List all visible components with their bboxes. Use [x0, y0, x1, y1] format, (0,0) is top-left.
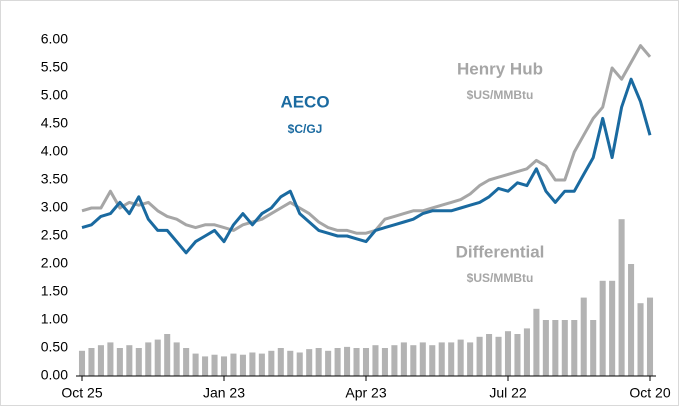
y-tick-label: 2.50 [41, 227, 68, 243]
bar [448, 342, 455, 376]
bar [504, 331, 512, 376]
bar [438, 342, 445, 376]
x-tick-label: Apr 23 [345, 385, 386, 401]
bar [353, 348, 360, 376]
y-tick-label: 1.00 [41, 311, 68, 327]
bar [372, 345, 379, 376]
bar [523, 328, 530, 376]
y-tick-label: 2.00 [41, 255, 68, 271]
bar [514, 334, 521, 376]
bar [618, 219, 625, 376]
bar [609, 280, 616, 376]
y-tick-label: 0.50 [41, 339, 68, 355]
bar [135, 348, 142, 376]
aeco-unit: $C/GJ [288, 122, 323, 136]
y-tick-label: 5.00 [41, 87, 68, 103]
bar [145, 342, 152, 376]
bar [164, 334, 171, 376]
bar [400, 342, 407, 376]
bar [220, 356, 228, 376]
bar [533, 308, 540, 376]
bar [580, 297, 587, 376]
bar [637, 303, 644, 376]
bar [599, 280, 606, 376]
y-tick-label: 5.50 [41, 59, 68, 75]
henry-hub-unit: $US/MMBtu [467, 88, 534, 102]
line [81, 77, 652, 255]
x-tick-label: Jan 23 [203, 385, 245, 401]
bar [78, 350, 86, 376]
differential-unit: $US/MMBtu [467, 271, 534, 285]
bar [590, 320, 597, 376]
bar [334, 348, 341, 376]
bar [628, 264, 635, 376]
bar [381, 348, 388, 376]
line [81, 44, 652, 235]
aeco-label: AECO [280, 92, 329, 111]
bar [362, 348, 370, 376]
bar [192, 353, 199, 376]
bar [495, 336, 502, 376]
henry-hub-label: Henry Hub [457, 59, 543, 78]
y-tick-label: 0.00 [41, 367, 68, 383]
bar [486, 334, 493, 376]
x-tick-label: Jul 22 [489, 385, 527, 401]
bar [258, 353, 265, 376]
y-tick-label: 4.50 [41, 115, 68, 131]
bar [457, 339, 464, 376]
bar [202, 356, 209, 376]
bar [277, 348, 284, 376]
bar [296, 352, 303, 376]
bar [646, 297, 654, 376]
differential-label: Differential [456, 242, 545, 261]
y-tick-label: 1.50 [41, 283, 68, 299]
bar [287, 350, 294, 376]
bar [97, 345, 104, 376]
bar [183, 348, 190, 376]
bar [552, 320, 559, 376]
bar [315, 348, 322, 376]
bar [268, 350, 275, 376]
bar [419, 342, 426, 376]
bar [173, 342, 180, 376]
y-tick-label: 3.00 [41, 199, 68, 215]
bar [249, 352, 256, 376]
x-tick-label: Oct 25 [61, 385, 102, 401]
bar [154, 339, 161, 376]
bar [467, 342, 474, 376]
bar [410, 345, 417, 376]
bar [561, 320, 568, 376]
y-tick-label: 6.00 [41, 31, 68, 47]
bar [116, 348, 123, 376]
bar [325, 350, 332, 376]
bar [542, 320, 549, 376]
bar [476, 336, 483, 376]
bar [126, 345, 133, 376]
bar [230, 353, 237, 376]
bar [429, 345, 436, 376]
bar [107, 342, 114, 376]
bar [571, 320, 578, 376]
bar [344, 346, 351, 376]
x-tick-label: Oct 20 [629, 385, 670, 401]
bar [239, 354, 246, 376]
y-tick-label: 4.00 [41, 143, 68, 159]
bar [88, 348, 95, 376]
bar [211, 354, 218, 376]
bar [391, 345, 398, 376]
bar [306, 349, 313, 376]
y-tick-label: 3.50 [41, 171, 68, 187]
